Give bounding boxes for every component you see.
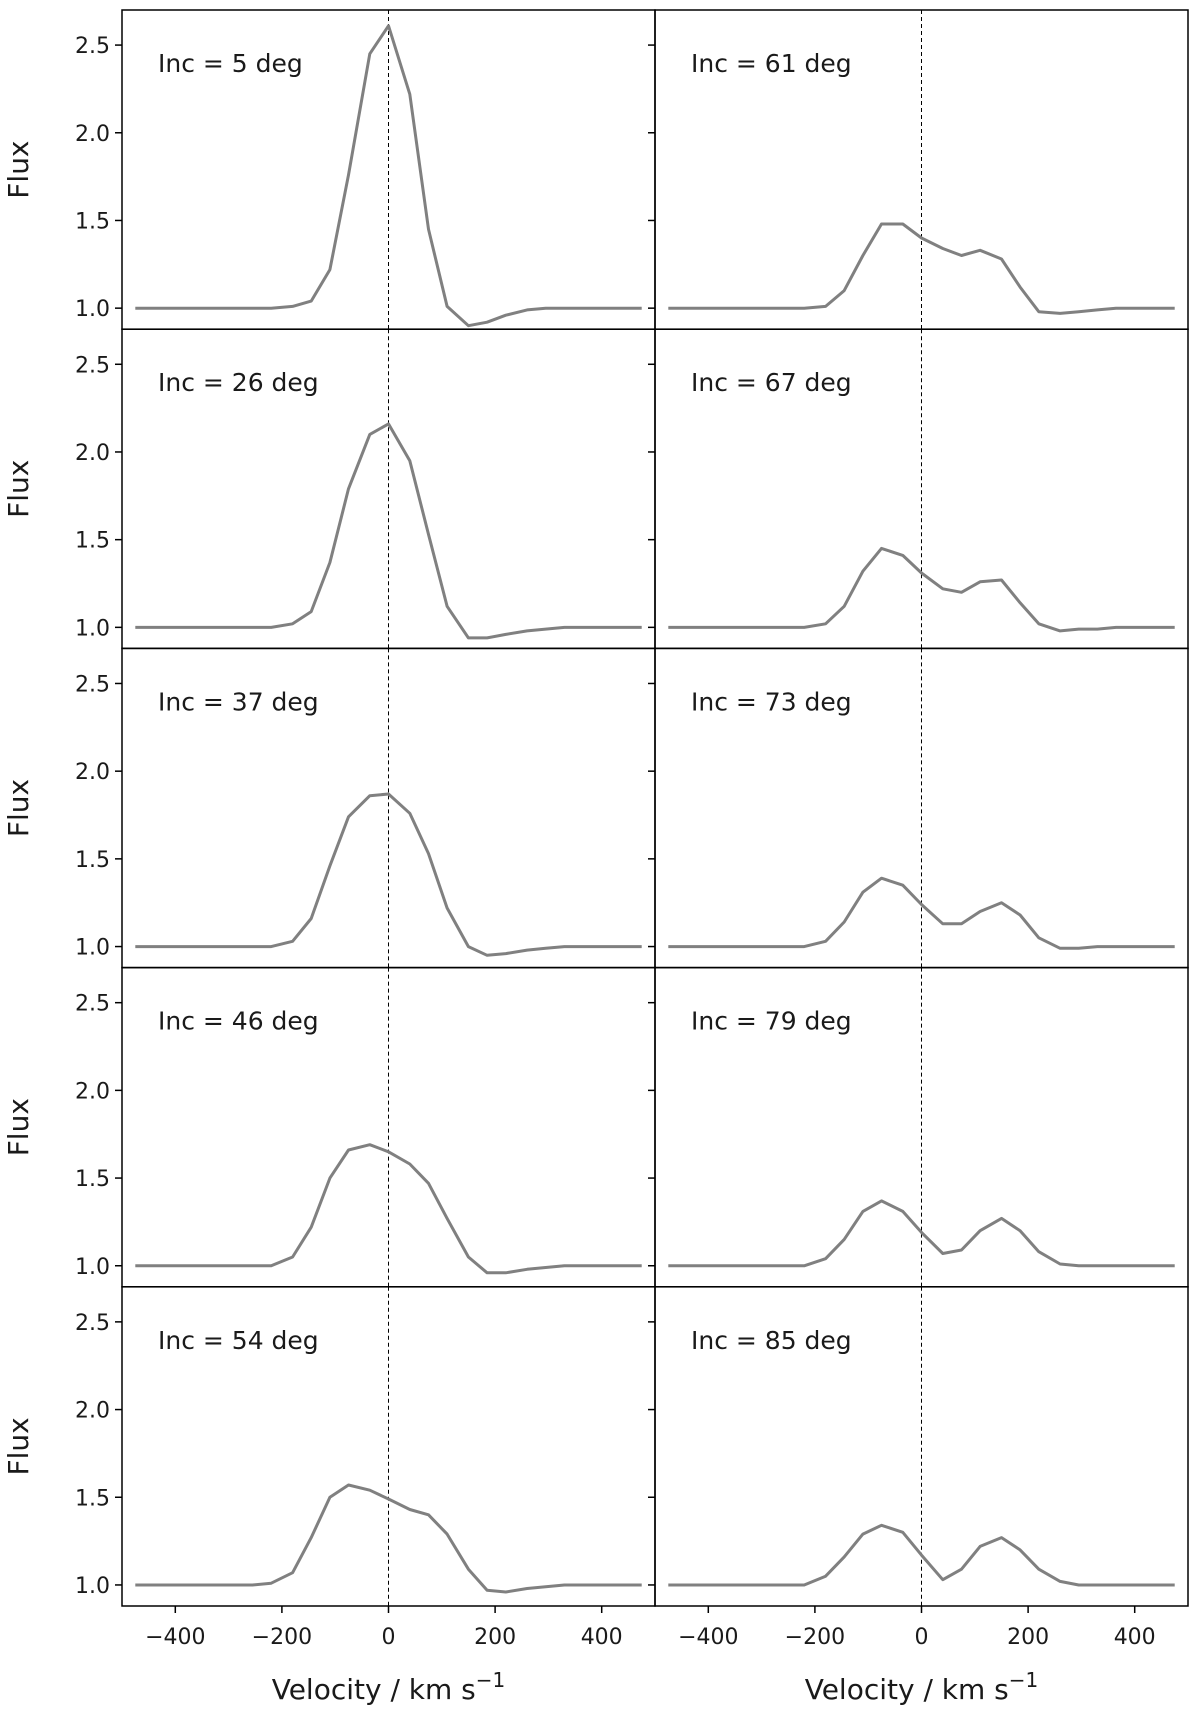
series-line: [668, 1199, 1175, 1268]
series-line: [135, 1143, 642, 1275]
y-axis-title: Flux: [2, 1417, 35, 1475]
x-tick-label: −200: [785, 1625, 845, 1650]
y-tick-label: 1.5: [75, 209, 110, 234]
panel-label: Inc = 54 deg: [158, 1326, 319, 1355]
y-axis-title: Flux: [2, 1098, 35, 1156]
x-axis-title: Velocity / km s−1: [805, 1668, 1039, 1706]
x-tick-label: 400: [581, 1625, 623, 1650]
y-tick-label: 1.0: [75, 1255, 110, 1280]
series-line: [135, 24, 642, 328]
panel-label: Inc = 37 deg: [158, 687, 319, 716]
series-line: [135, 1483, 642, 1594]
series-line: [135, 792, 642, 957]
series-line: [668, 876, 1175, 950]
y-tick-label: 1.0: [75, 297, 110, 322]
y-tick-label: 1.0: [75, 936, 110, 961]
panel-label: Inc = 67 deg: [691, 368, 852, 397]
y-tick-label: 2.0: [75, 1079, 110, 1104]
panel-label: Inc = 46 deg: [158, 1007, 319, 1036]
y-tick-label: 1.0: [75, 616, 110, 641]
y-tick-label: 1.0: [75, 1574, 110, 1599]
x-axis-title: Velocity / km s−1: [272, 1668, 506, 1706]
y-tick-label: 1.5: [75, 529, 110, 554]
y-tick-label: 2.5: [75, 34, 110, 59]
panel-label: Inc = 85 deg: [691, 1326, 852, 1355]
series-line: [668, 222, 1175, 315]
y-axis-title: Flux: [2, 460, 35, 518]
y-axis-title: Flux: [2, 779, 35, 837]
y-tick-label: 2.0: [75, 122, 110, 147]
panel-label: Inc = 26 deg: [158, 368, 319, 397]
y-tick-label: 1.5: [75, 1486, 110, 1511]
series-line: [135, 422, 642, 640]
y-tick-label: 2.0: [75, 760, 110, 785]
panel-label: Inc = 5 deg: [158, 49, 303, 78]
series-line: [668, 1523, 1175, 1587]
x-tick-label: −400: [678, 1625, 738, 1650]
y-tick-label: 2.5: [75, 353, 110, 378]
x-tick-label: −400: [145, 1625, 205, 1650]
panel-label: Inc = 61 deg: [691, 49, 852, 78]
y-tick-label: 2.0: [75, 1399, 110, 1424]
x-tick-label: 0: [382, 1625, 396, 1650]
y-tick-label: 1.5: [75, 848, 110, 873]
x-tick-label: 200: [474, 1625, 516, 1650]
series-line: [668, 546, 1175, 633]
x-tick-label: 200: [1007, 1625, 1049, 1650]
y-tick-label: 2.5: [75, 992, 110, 1017]
panel-label: Inc = 73 deg: [691, 687, 852, 716]
y-tick-label: 1.5: [75, 1167, 110, 1192]
y-tick-label: 2.5: [75, 1311, 110, 1336]
y-tick-label: 2.5: [75, 672, 110, 697]
y-tick-label: 2.0: [75, 441, 110, 466]
panel-label: Inc = 79 deg: [691, 1007, 852, 1036]
x-tick-label: −200: [252, 1625, 312, 1650]
y-axis-title: Flux: [2, 140, 35, 198]
x-tick-label: 400: [1114, 1625, 1156, 1650]
x-tick-label: 0: [915, 1625, 929, 1650]
